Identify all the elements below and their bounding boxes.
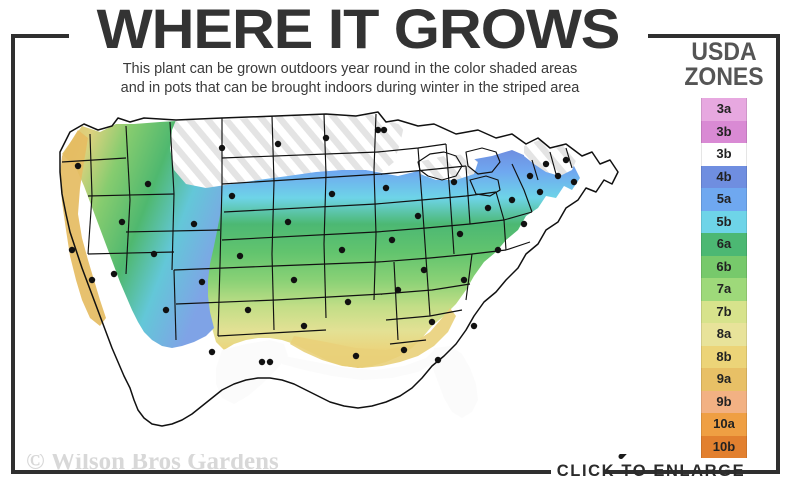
legend-title-line-2: ZONES bbox=[684, 63, 764, 91]
frame-bottom-left-stub bbox=[11, 470, 551, 474]
subtitle-line-2: and in pots that can be brought indoors … bbox=[120, 80, 580, 96]
page-title: WHERE IT GROWS bbox=[96, 0, 621, 60]
legend-swatch-10a-14[interactable]: 10a bbox=[701, 413, 747, 436]
frame-top-right-stub bbox=[648, 34, 780, 38]
legend-title: USDA ZONES bbox=[676, 40, 772, 90]
subtitle-line-1: This plant can be grown outdoors year ro… bbox=[122, 61, 578, 77]
legend-swatch-6a-6[interactable]: 6a bbox=[701, 233, 747, 256]
legend-swatch-7b-9[interactable]: 7b bbox=[701, 300, 747, 323]
frame-right-edge bbox=[776, 34, 780, 474]
legend-swatch-7a-8[interactable]: 7a bbox=[701, 278, 747, 301]
legend-swatch-3a-0[interactable]: 3a bbox=[701, 98, 747, 121]
map-state-outlines bbox=[59, 111, 619, 427]
legend-swatch-10b-15[interactable]: 10b bbox=[701, 435, 747, 458]
zone-fill-east-central bbox=[206, 150, 580, 368]
legend-swatch-3b-2[interactable]: 3b bbox=[701, 143, 747, 166]
page-subtitle: This plant can be grown outdoors year ro… bbox=[30, 60, 670, 98]
map-capital-dots bbox=[68, 126, 578, 366]
zone-fill-pacific-coast bbox=[60, 130, 106, 326]
zone-fill-southeast bbox=[290, 308, 456, 368]
frame-left-edge bbox=[11, 34, 15, 474]
legend-swatch-5a-4[interactable]: 5a bbox=[701, 188, 747, 211]
us-zone-map[interactable] bbox=[26, 104, 666, 454]
legend-swatch-5b-5[interactable]: 5b bbox=[701, 210, 747, 233]
legend-swatch-list: 3a 3b 3b 4b 5a 5b 6a 6b 7a 7b 8a 8b 9a 9b 10a 10b bbox=[701, 98, 747, 458]
legend-swatch-9b-13[interactable]: 9b bbox=[701, 390, 747, 413]
map-unshaded-regions bbox=[216, 340, 478, 418]
frame-bottom-right-stub bbox=[605, 470, 780, 474]
legend-swatch-8a-10[interactable]: 8a bbox=[701, 323, 747, 346]
legend-swatch-9a-12[interactable]: 9a bbox=[701, 368, 747, 391]
legend-title-line-1: USDA bbox=[691, 38, 757, 66]
frame-top-left-stub bbox=[11, 34, 69, 38]
legend-swatch-4b-3[interactable]: 4b bbox=[701, 165, 747, 188]
legend-swatch-6b-7[interactable]: 6b bbox=[701, 255, 747, 278]
legend-swatch-3b-1[interactable]: 3b bbox=[701, 120, 747, 143]
usda-zones-legend: USDA ZONES 3a 3b 3b 4b 5a 5b 6a 6b 7a 7b 8a 8b 9a 9b 1… bbox=[672, 40, 776, 458]
legend-swatch-8b-11[interactable]: 8b bbox=[701, 345, 747, 368]
click-to-enlarge-label[interactable]: CLICK TO ENLARGE bbox=[556, 462, 746, 480]
